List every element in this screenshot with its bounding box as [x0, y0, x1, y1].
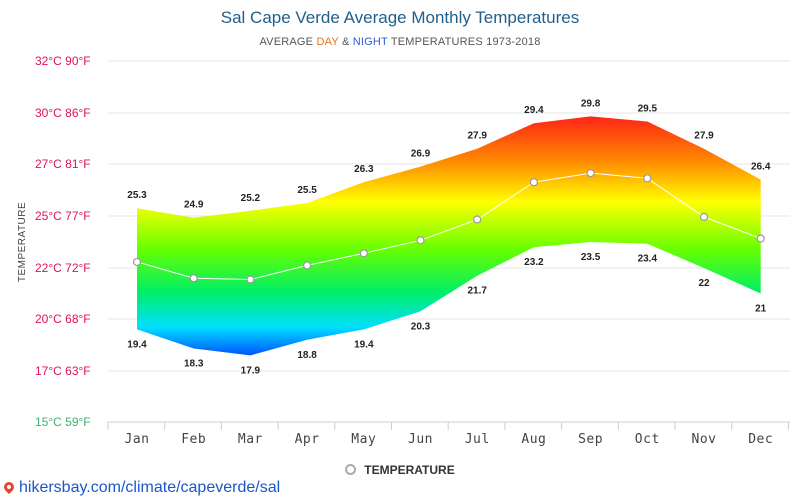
night-value-label: 18.3: [184, 358, 204, 369]
x-tick-label: Jun: [408, 432, 433, 447]
day-value-label: 27.9: [694, 131, 714, 142]
temperature-point: [756, 234, 765, 243]
x-tick-label: Mar: [238, 432, 263, 447]
day-value-label: 25.5: [297, 185, 317, 196]
day-value-label: 29.5: [638, 104, 658, 115]
y-axis-ticks: 15°C 59°F 17°C 63°F 20°C 68°F 22°C 72°F 25°C…: [35, 54, 91, 429]
day-value-label: 29.4: [524, 105, 544, 116]
y-tick-label: 17°C 63°F: [35, 364, 91, 378]
legend-label: TEMPERATURE: [364, 463, 455, 477]
day-value-label: 27.9: [467, 131, 487, 142]
temperature-point: [586, 169, 595, 178]
day-value-label: 26.3: [354, 164, 374, 175]
day-value-label: 26.9: [411, 149, 431, 160]
map-pin-icon: [1, 479, 17, 495]
temperature-point: [529, 178, 539, 187]
day-value-label: 24.9: [184, 200, 204, 211]
x-tick-label: Aug: [521, 432, 546, 447]
y-tick-label: 32°C 90°F: [35, 54, 91, 68]
x-tick-label: May: [351, 432, 376, 447]
temperature-point: [189, 274, 198, 283]
night-value-label: 23.4: [638, 254, 658, 265]
temperature-chart: 15°C 59°F 17°C 63°F 20°C 68°F 22°C 72°F 25°C…: [17, 54, 790, 447]
night-value-label: 17.9: [241, 365, 261, 376]
day-value-label: 26.4: [751, 162, 771, 173]
x-axis-ticks: Jan Feb Mar Apr May Jun Jul Aug Sep Oct Nov Dec: [125, 432, 773, 447]
y-tick-label: 20°C 68°F: [35, 312, 91, 326]
x-tick-label: Oct: [635, 432, 660, 447]
day-value-label: 29.8: [581, 98, 601, 109]
temperature-point: [303, 261, 312, 270]
y-tick-label: 22°C 72°F: [35, 261, 91, 275]
chart-title: Sal Cape Verde Average Monthly Temperatu…: [220, 8, 580, 27]
day-value-label: 25.2: [241, 193, 261, 204]
y-tick-label: 30°C 86°F: [35, 106, 91, 120]
night-value-label: 21: [755, 304, 767, 315]
source-text: hikersbay.com/climate/capeverde/sal: [19, 479, 281, 496]
temperature-point: [246, 275, 255, 284]
night-value-label: 18.8: [297, 350, 317, 361]
temperature-points: [132, 169, 765, 284]
temperature-point: [132, 257, 142, 267]
temperature-point: [699, 212, 709, 221]
night-value-label: 23.5: [581, 252, 601, 263]
temperature-point: [416, 236, 425, 245]
night-value-label: 22: [698, 278, 710, 289]
y-axis-label: TEMPERATURE: [17, 202, 28, 282]
y-tick-label: 15°C 59°F: [35, 415, 91, 429]
x-tick-label: Nov: [692, 432, 717, 447]
data-labels: 25.3 24.9 25.2 25.5 26.3 26.9 27.9 29.4 29.8 29.5…: [127, 98, 771, 376]
chart-subtitle: AVERAGE DAY & NIGHT TEMPERATURES 1973-20…: [0, 36, 800, 48]
temperature-point: [643, 174, 652, 183]
source-link[interactable]: hikersbay.com/climate/capeverde/sal: [1, 479, 281, 497]
x-tick-label: Apr: [295, 432, 320, 447]
y-tick-label: 25°C 77°F: [35, 209, 91, 223]
legend[interactable]: TEMPERATURE: [0, 463, 800, 477]
x-tick-label: Jan: [125, 432, 150, 447]
temperature-line: [136, 172, 761, 281]
night-value-label: 19.4: [127, 339, 147, 350]
x-tick-label: Dec: [748, 432, 773, 447]
subtitle-night: NIGHT: [352, 36, 388, 48]
legend-marker-icon: [345, 464, 357, 475]
night-value-label: 20.3: [411, 321, 431, 332]
x-tick-label: Feb: [181, 432, 206, 447]
temperature-point: [473, 215, 482, 224]
night-value-label: 23.2: [524, 257, 544, 268]
subtitle-suffix: TEMPERATURES 1973-2018: [387, 36, 541, 48]
y-tick-label: 27°C 81°F: [35, 157, 91, 171]
subtitle-prefix: AVERAGE: [259, 36, 317, 48]
subtitle-amp: &: [338, 36, 353, 48]
x-tick-label: Jul: [465, 432, 490, 447]
subtitle-day: DAY: [316, 36, 339, 48]
x-tick-label: Sep: [578, 432, 603, 447]
day-value-label: 25.3: [127, 190, 147, 201]
day-night-band: [137, 116, 761, 356]
night-value-label: 19.4: [354, 339, 374, 350]
night-value-label: 21.7: [467, 286, 487, 297]
temperature-point: [359, 249, 368, 258]
